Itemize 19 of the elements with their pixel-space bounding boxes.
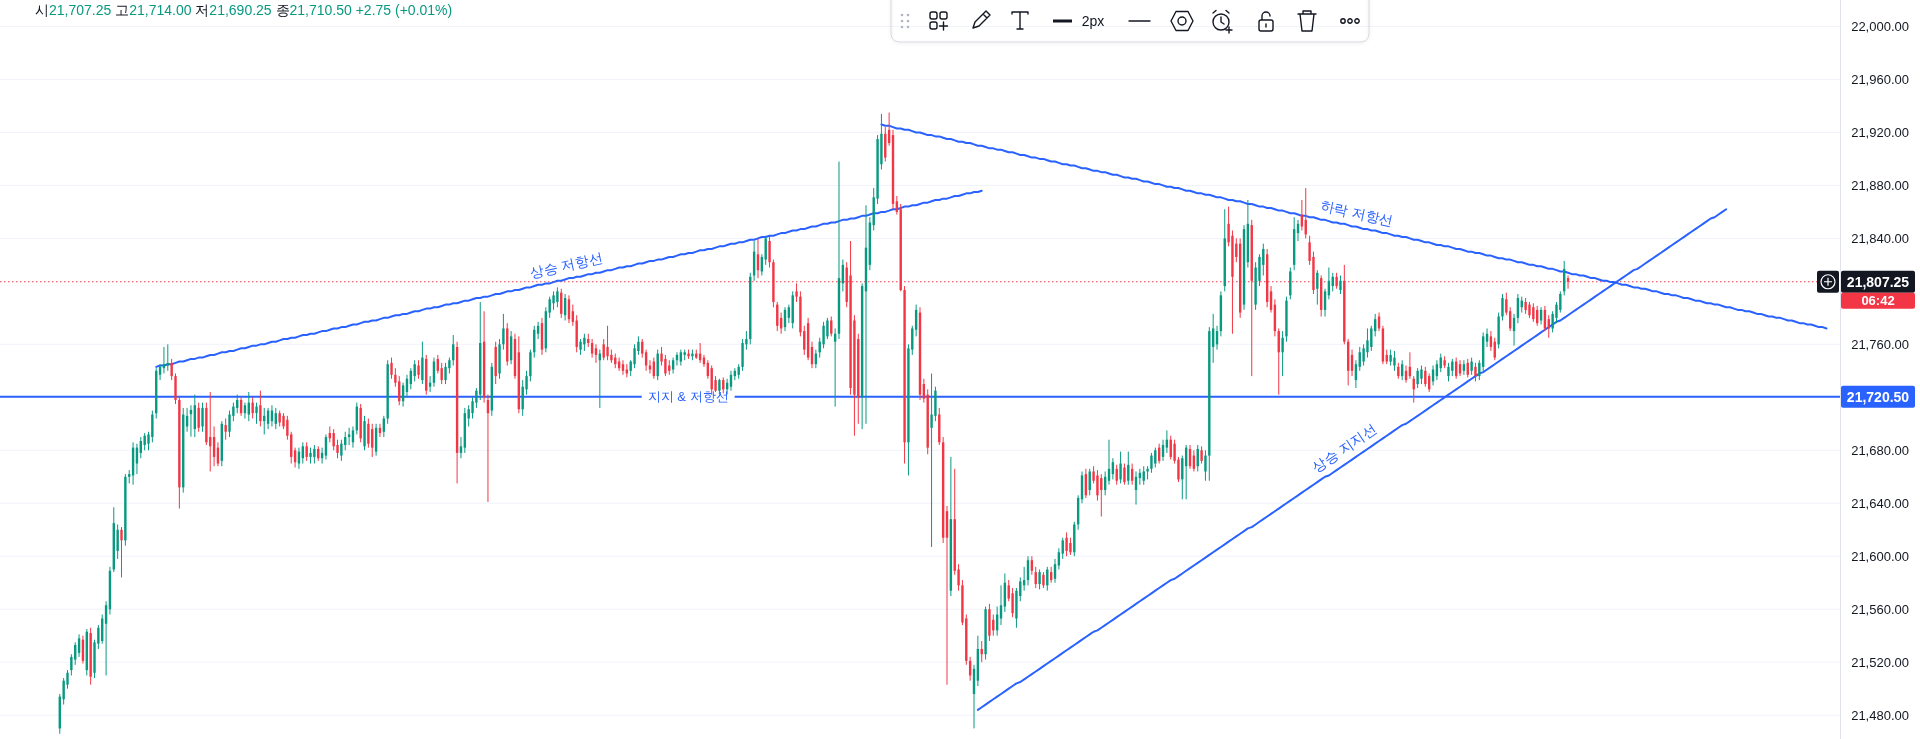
y-tick-label: 21,680.00: [1851, 442, 1909, 458]
y-tick-label: 22,000.00: [1851, 19, 1909, 34]
y-tick-label: 21,560.00: [1851, 601, 1909, 617]
y-tick-label: 21,480.00: [1851, 707, 1909, 723]
price-tag: 21,807.25: [1841, 270, 1915, 293]
y-tick-label: 21,600.00: [1851, 548, 1909, 564]
ref-label: 지지 & 저항선: [647, 389, 729, 405]
series-label: 상승 저항선: [528, 249, 604, 281]
y-tick-label: 21,840.00: [1851, 230, 1909, 246]
y-tick-label: 21,640.00: [1851, 495, 1909, 511]
y-tick-label: 21,760.00: [1851, 336, 1909, 352]
y-tick-label: 21,960.00: [1851, 71, 1909, 87]
price-tag: 21,720.50: [1841, 385, 1915, 408]
y-tick-label: 21,920.00: [1851, 124, 1909, 140]
series-label: 하락 저항선: [1319, 197, 1395, 229]
toolbar-text: 2px: [1081, 13, 1105, 29]
y-tick-label: 21,520.00: [1851, 654, 1909, 670]
ohlc-header: 시21,707.25 고21,714.00 저21,690.25 종21,710.50 +2.75 (+0.01%): [35, 2, 453, 18]
y-tick-label: 21,880.00: [1851, 177, 1909, 193]
